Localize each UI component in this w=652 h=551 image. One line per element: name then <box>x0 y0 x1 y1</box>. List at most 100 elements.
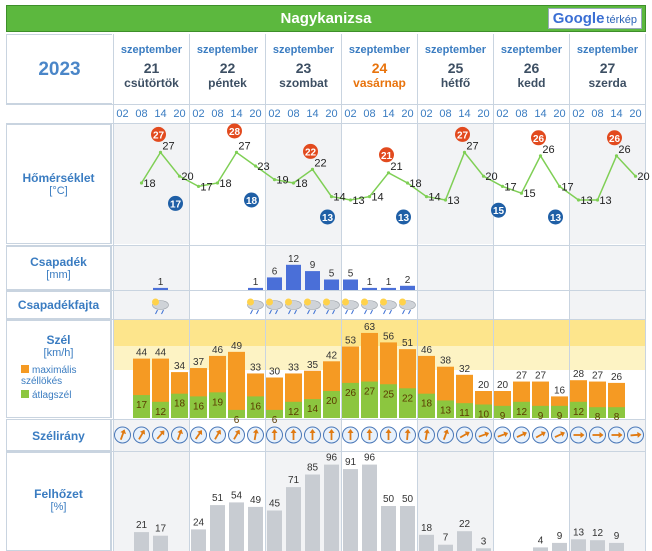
temperature-value: 17 <box>504 181 516 193</box>
arrow-head <box>484 431 490 438</box>
wind-avg-bar <box>247 396 264 418</box>
max-temp-badge <box>455 126 470 142</box>
sun-icon <box>361 298 368 306</box>
arrow-head <box>404 429 411 434</box>
hour-label: 20 <box>401 108 414 120</box>
precip-value: 1 <box>386 277 392 288</box>
cloud-bar <box>343 469 358 551</box>
day-name: szombat <box>279 76 328 90</box>
precip-value: 9 <box>310 260 316 271</box>
cloud-bar <box>476 548 491 551</box>
wind-gust-value: 34 <box>174 361 186 372</box>
temperature-value: 19 <box>276 175 288 187</box>
wind-avg-value: 12 <box>573 407 585 418</box>
rain-drop-icon <box>402 309 405 315</box>
temperature-point <box>443 198 448 202</box>
wind-gust-value: 27 <box>516 371 528 382</box>
temperature-value: 17 <box>200 181 212 193</box>
max-temp-badge <box>531 130 546 146</box>
hour-label: 02 <box>116 108 129 120</box>
wind-direction-arrow <box>611 432 623 438</box>
wind-direction-arrow <box>442 429 450 441</box>
arrow-head <box>464 431 470 437</box>
sun-icon <box>304 298 311 306</box>
min-temp-badge-value: 15 <box>493 206 505 217</box>
day-month: szeptember <box>424 44 487 56</box>
temperature-value: 17 <box>561 181 573 193</box>
precip-bar <box>286 264 301 290</box>
wind-gust-value: 44 <box>155 348 167 359</box>
wind-avg-value: 27 <box>364 387 376 398</box>
temp-label: Hőmérséklet <box>22 171 95 185</box>
day-band <box>189 124 265 244</box>
sun-icon <box>399 298 406 306</box>
wind-avg-value: 18 <box>174 399 186 410</box>
precip-value: 5 <box>348 269 354 280</box>
wind-gust-value: 27 <box>592 371 604 382</box>
wind-direction-arrow <box>459 431 470 439</box>
temperature-point <box>595 198 600 202</box>
temperature-point <box>462 150 467 154</box>
temperature-point <box>500 184 505 188</box>
precip-unit: [mm] <box>46 269 71 281</box>
wind-avg-value: 20 <box>326 396 338 407</box>
max-temp-badge <box>607 130 622 146</box>
temperature-value: 20 <box>181 171 193 183</box>
wind-direction-arrow <box>309 429 316 440</box>
legend-gust: maximális széllökés <box>21 365 110 387</box>
hour-label: 20 <box>629 108 642 120</box>
rain-drop-icon <box>307 309 310 315</box>
cloud-bar <box>286 487 301 551</box>
wind-gust-bar <box>228 351 245 418</box>
precip-value: 12 <box>288 254 300 265</box>
wind-avg-bar <box>570 401 587 418</box>
wind-avg-value: 6 <box>234 415 240 426</box>
wind-avg-value: 12 <box>155 407 167 418</box>
wind-gust-value: 26 <box>611 372 623 383</box>
rain-drop-icon <box>332 309 335 315</box>
wind-avg-bar <box>380 384 397 418</box>
wind-gust-value: 27 <box>535 371 547 382</box>
min-temp-badge-value: 13 <box>322 213 334 224</box>
arrow-head <box>385 429 392 433</box>
temperature-point <box>310 167 315 171</box>
google-map-link[interactable]: Google térkép <box>547 8 642 29</box>
temperature-value: 26 <box>542 144 554 156</box>
city-title: Nagykanizsa <box>280 10 372 27</box>
hour-label: 20 <box>173 108 186 120</box>
cloud-unit: [%] <box>50 501 67 513</box>
max-temp-badge <box>151 126 166 142</box>
cloud-bar <box>134 532 149 551</box>
wind-avg-bar <box>589 407 606 418</box>
precip-bar <box>381 287 396 290</box>
hour-label: 20 <box>477 108 490 120</box>
temperature-point <box>557 184 562 188</box>
day-header-22: szeptember 22 péntek <box>189 34 265 104</box>
precip-label: Csapadék <box>30 255 87 269</box>
temperature-point <box>405 181 410 185</box>
wind-gust-value: 20 <box>478 380 490 391</box>
precip-value: 1 <box>253 277 259 288</box>
wind-gust-value: 46 <box>421 345 433 356</box>
cloud-value: 21 <box>136 520 148 531</box>
wind-avg-bar <box>228 409 245 418</box>
precip-bar <box>248 287 263 290</box>
wind-direction-arrow <box>404 429 411 441</box>
wind-label: Szél <box>46 333 71 347</box>
sun-icon <box>152 298 159 306</box>
max-temp-badge-value: 21 <box>381 151 393 162</box>
wind-gust-value: 37 <box>193 357 205 368</box>
arrow-head <box>618 432 623 438</box>
rain-drop-icon <box>294 309 297 315</box>
wind-avg-bar <box>361 381 378 418</box>
legend-avg: átlagszél <box>21 390 110 401</box>
temperature-value: 18 <box>409 178 421 190</box>
wind-avg-bar <box>532 405 549 418</box>
day-number: 26 <box>523 60 540 76</box>
temperature-value: 18 <box>219 178 231 190</box>
cloud-value: 18 <box>421 523 433 534</box>
wind-avg-bar <box>608 407 625 418</box>
year-label: 2023 <box>6 34 112 104</box>
precip-bar <box>305 271 320 290</box>
hour-label: 14 <box>610 108 623 120</box>
